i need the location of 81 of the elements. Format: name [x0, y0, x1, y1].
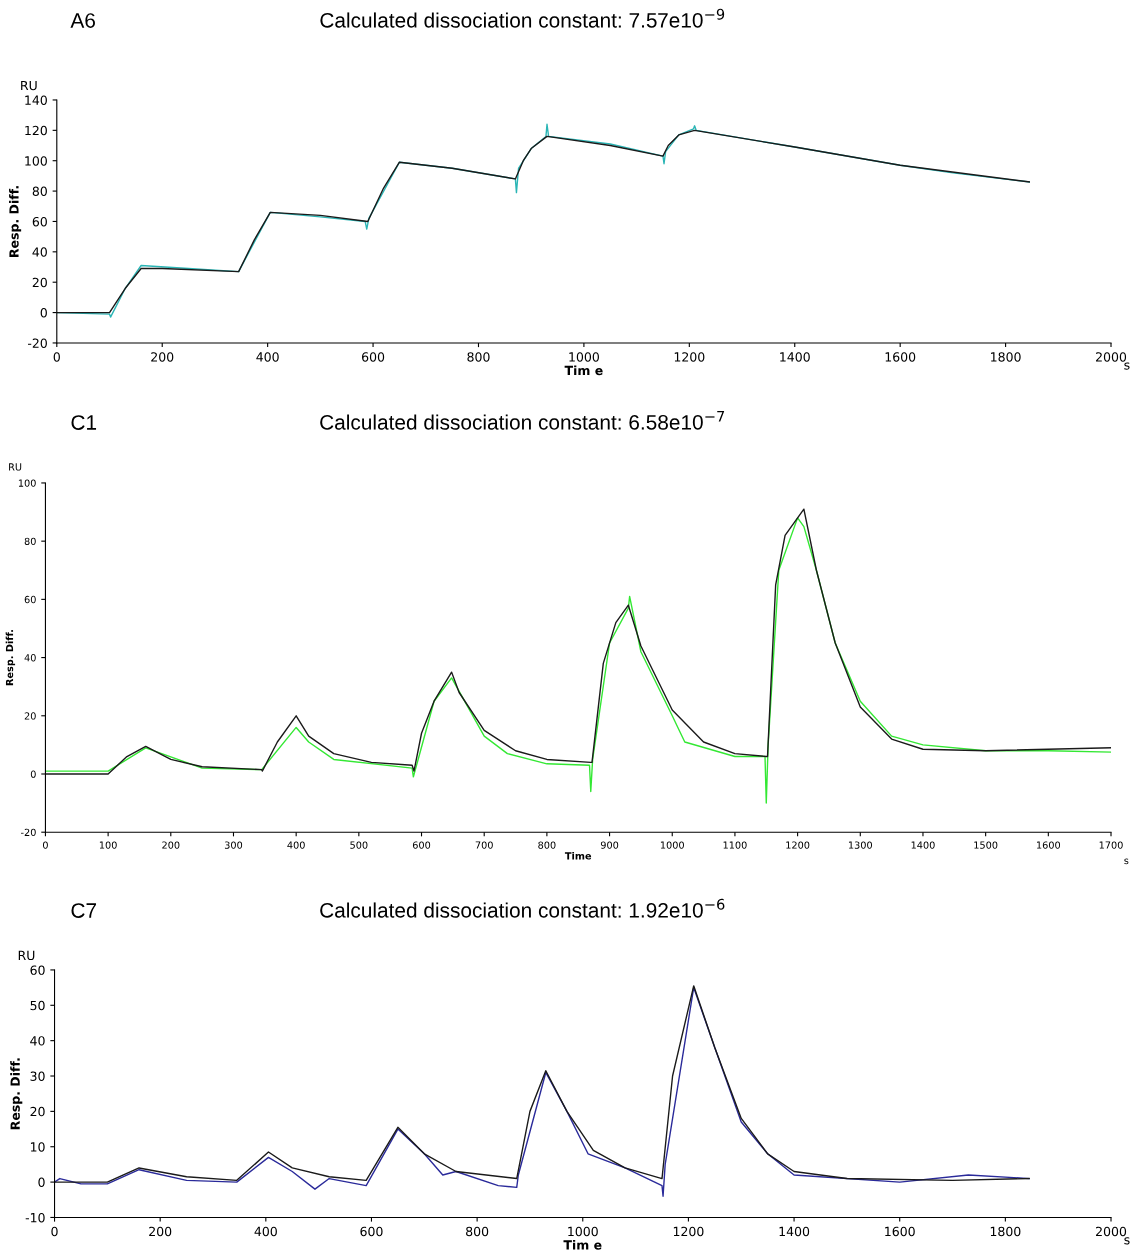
x-tick-label: 2000: [1096, 352, 1127, 362]
y-tick-label: 20: [24, 712, 36, 720]
y-tick-label: 20: [30, 1106, 45, 1117]
x-tick-label: 100: [99, 841, 117, 849]
y-tick-label: -20: [27, 338, 47, 348]
y-tick-label: -20: [21, 828, 36, 837]
x-tick-label: 2000: [1096, 1226, 1127, 1237]
y-tick-label: 10: [30, 1142, 45, 1152]
x-tick-label: 300: [224, 841, 243, 849]
x-tick-label: 600: [362, 352, 385, 362]
x-tick-label: 1400: [779, 1226, 810, 1237]
x-tick-label: 800: [538, 841, 556, 849]
y-axis-title: Resp. Diff.: [9, 186, 22, 257]
y-tick-label: 140: [25, 95, 47, 105]
x-tick-label: 800: [467, 352, 490, 362]
y-tick-label: 120: [25, 125, 47, 136]
chart-title: C1: [71, 415, 97, 430]
x-tick-label: 400: [254, 1226, 277, 1237]
x-tick-label: 1000: [568, 1226, 598, 1237]
text: s: [1124, 858, 1129, 865]
x-tick-label: 600: [412, 841, 431, 849]
y-tick-label: 80: [32, 186, 47, 197]
x-tick-label: 400: [256, 352, 279, 362]
text: s: [1124, 362, 1130, 370]
x-axis-title: Time: [564, 852, 592, 860]
text: RU: [9, 463, 22, 471]
y-tick-label: 0: [40, 308, 47, 318]
x-tick-label: 200: [162, 841, 180, 849]
x-tick-label: 900: [600, 841, 619, 849]
chart-subtitle: Calculated dissociation constant: 7.57e10$^{−9}$: [320, 8, 725, 28]
text: RU: [18, 950, 35, 961]
y-tick-label: 40: [24, 654, 36, 662]
x-tick-label: 1800: [991, 352, 1021, 362]
x-tick-label: 200: [149, 1226, 172, 1237]
chart-title: A6: [70, 13, 95, 28]
x-tick-label: 1000: [660, 841, 684, 849]
x-axis-title: Tim e: [563, 1239, 602, 1250]
y-tick-label: 40: [30, 1036, 45, 1046]
x-axis-title: Tim e: [564, 365, 603, 376]
y-axis-title: Resp. Diff.: [10, 1058, 23, 1130]
x-tick-label: 1000: [569, 352, 599, 362]
text: RU: [21, 80, 37, 91]
x-tick-label: 1200: [786, 841, 810, 849]
y-tick-label: 30: [30, 1071, 45, 1081]
text: s: [1124, 1237, 1130, 1245]
x-tick-label: 1400: [911, 841, 935, 849]
x-tick-label: 1100: [723, 841, 747, 849]
chart-subtitle: Calculated dissociation constant: 1.92e10$^{−6}$: [320, 898, 725, 918]
y-tick-label: 80: [24, 537, 36, 545]
x-tick-label: 1400: [780, 352, 810, 362]
y-tick-label: 0: [30, 770, 36, 778]
x-tick-label: 1600: [885, 352, 916, 362]
x-tick-label: 1200: [673, 1226, 704, 1237]
y-tick-label: 0: [38, 1177, 45, 1188]
x-tick-label: 400: [287, 841, 305, 849]
x-tick-label: 1800: [990, 1226, 1021, 1237]
y-tick-label: 60: [32, 216, 47, 227]
y-tick-label: 60: [30, 965, 45, 975]
x-tick-label: 1300: [848, 841, 873, 849]
x-tick-label: 800: [466, 1226, 489, 1237]
x-tick-label: 1500: [974, 841, 998, 849]
x-tick-label: 0: [51, 1226, 58, 1237]
y-tick-label: 100: [25, 156, 47, 166]
y-tick-label: -10: [25, 1212, 45, 1223]
x-tick-label: 500: [350, 841, 368, 849]
x-tick-label: 1600: [885, 1226, 915, 1237]
x-tick-label: 0: [53, 352, 60, 362]
x-tick-label: 700: [475, 841, 493, 849]
chart-subtitle: Calculated dissociation constant: 6.58e10$^{−7}$: [320, 410, 725, 430]
x-tick-label: 1600: [1037, 841, 1061, 849]
x-tick-label: 600: [360, 1226, 383, 1237]
y-tick-label: 60: [24, 595, 36, 604]
chart-title: C7: [71, 903, 97, 918]
y-tick-label: 20: [32, 277, 47, 288]
x-tick-label: 1200: [674, 352, 705, 362]
y-tick-label: 40: [32, 247, 47, 257]
x-tick-label: 1700: [1099, 841, 1123, 849]
y-axis-title: Resp. Diff.: [5, 630, 16, 686]
x-tick-label: 200: [151, 352, 174, 362]
y-tick-label: 100: [18, 479, 36, 487]
y-tick-label: 50: [30, 1000, 45, 1011]
